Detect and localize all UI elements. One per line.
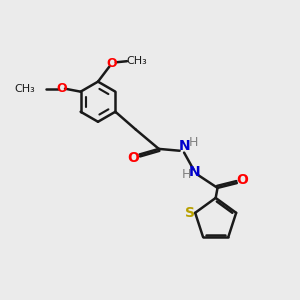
Text: H: H: [181, 168, 190, 182]
Text: H: H: [189, 136, 198, 149]
Text: S: S: [184, 206, 195, 220]
Text: N: N: [178, 139, 190, 153]
Text: O: O: [127, 151, 139, 165]
Text: N: N: [188, 165, 200, 179]
Text: CH₃: CH₃: [14, 84, 35, 94]
Text: O: O: [236, 173, 248, 187]
Text: O: O: [56, 82, 67, 95]
Text: CH₃: CH₃: [127, 56, 147, 66]
Text: O: O: [107, 57, 117, 70]
